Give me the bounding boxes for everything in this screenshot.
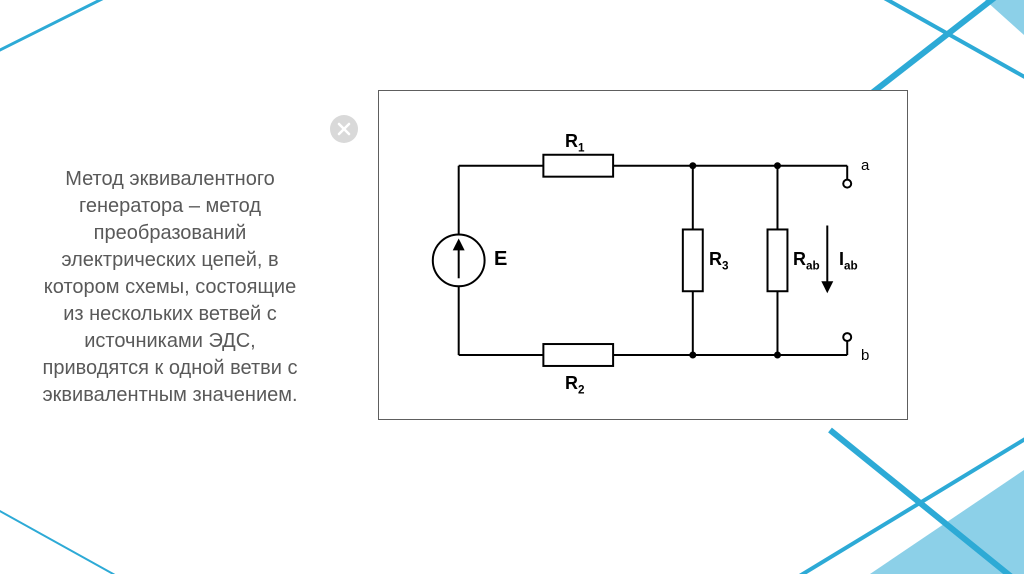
circuit-svg xyxy=(379,91,907,420)
label-node-b: b xyxy=(861,347,869,364)
label-Iab: Iab xyxy=(839,249,858,273)
label-Rab: Rab xyxy=(793,249,820,273)
body-text: Метод эквивалентного генератора – метод … xyxy=(0,136,310,439)
label-R3: R3 xyxy=(709,249,729,273)
label-node-a: a xyxy=(861,157,869,174)
label-E: E xyxy=(494,248,507,271)
label-R1: R1 xyxy=(565,131,585,155)
close-icon[interactable] xyxy=(330,115,358,143)
circuit-diagram: E R1 R2 R3 Rab Iab a b xyxy=(378,90,908,420)
slide-root: Метод эквивалентного генератора – метод … xyxy=(0,0,1024,574)
label-R2: R2 xyxy=(565,373,585,397)
